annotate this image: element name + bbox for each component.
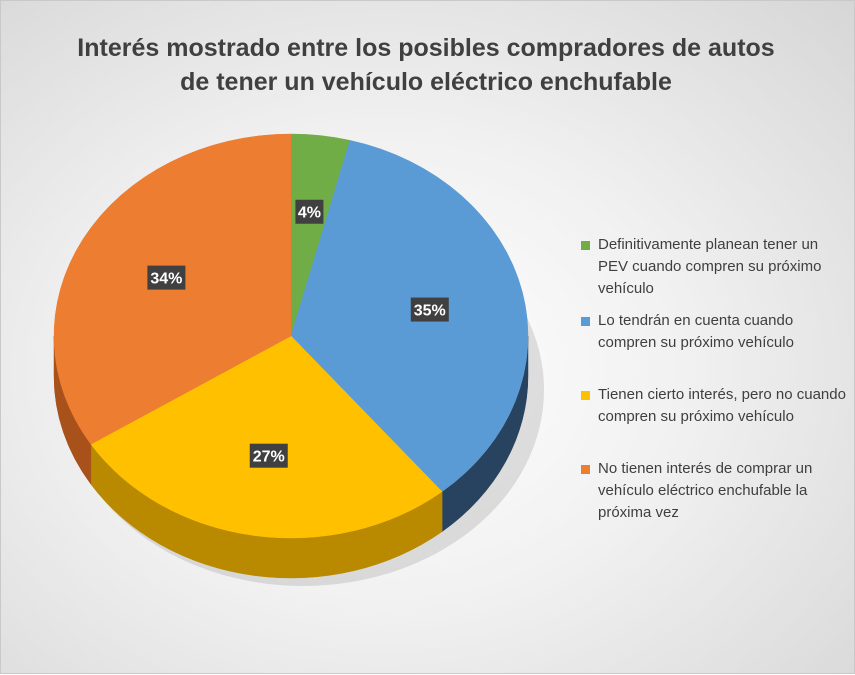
- chart-title-line-1: Interés mostrado entre los posibles comp…: [77, 34, 775, 62]
- data-label-text: 34%: [150, 271, 182, 288]
- data-label-box: [410, 297, 449, 322]
- pie-slice-lo-tendran: [290, 140, 529, 492]
- legend-swatch-definitivamente: [581, 241, 590, 250]
- legend-item-cierto-interes: Tienen cierto interés, pero no cuando co…: [581, 384, 846, 428]
- legend-swatch-cierto-interes: [581, 391, 590, 400]
- data-label-cierto-interes: 27%: [249, 443, 288, 468]
- legend-label-lo-tendran: Lo tendrán en cuenta cuando compren su p…: [598, 312, 794, 351]
- data-label-lo-tendran: 35%: [410, 297, 449, 322]
- legend-label-definitivamente: Definitivamente planean tener un PEV cua…: [598, 236, 822, 297]
- data-label-box: [147, 265, 186, 290]
- data-label-definitivamente: 4%: [295, 199, 324, 224]
- chart-title-line-2: de tener un vehículo eléctrico enchufabl…: [180, 68, 672, 96]
- legend-swatch-lo-tendran: [581, 317, 590, 326]
- legend-label-cierto-interes: Tienen cierto interés, pero no cuando co…: [598, 386, 846, 425]
- legend-label-no-interes: No tienen interés de comprar un vehículo…: [598, 460, 813, 521]
- legend-swatch-no-interes: [581, 465, 590, 474]
- data-label-box: [295, 199, 324, 224]
- data-label-no-interes: 34%: [147, 265, 186, 290]
- chart-title: Interés mostrado entre los posibles comp…: [41, 31, 811, 99]
- data-label-box: [249, 443, 288, 468]
- legend-item-definitivamente: Definitivamente planean tener un PEV cua…: [581, 234, 846, 300]
- legend-item-lo-tendran: Lo tendrán en cuenta cuando compren su p…: [581, 310, 846, 354]
- pie-slice-cierto-interes: [90, 335, 443, 539]
- data-label-text: 35%: [414, 303, 446, 320]
- data-label-text: 27%: [253, 449, 285, 466]
- legend-item-no-interes: No tienen interés de comprar un vehículo…: [581, 458, 846, 524]
- data-label-text: 4%: [298, 205, 321, 222]
